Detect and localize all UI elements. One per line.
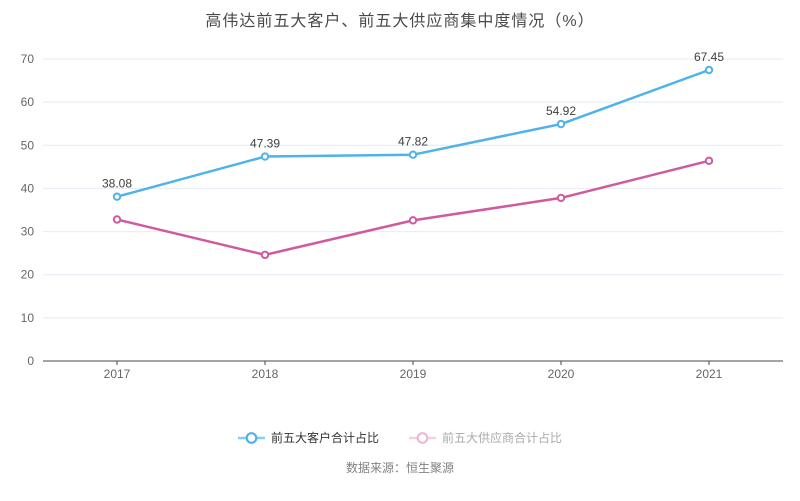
customer-line-marker-icon xyxy=(237,431,265,445)
grid-lines xyxy=(43,58,783,319)
svg-text:0: 0 xyxy=(27,354,34,368)
supplier-line-marker-icon xyxy=(409,431,436,445)
chart-legend: 前五大客户合计占比 前五大供应商合计占比 xyxy=(0,429,800,446)
svg-text:20: 20 xyxy=(21,268,35,282)
legend-label-customers: 前五大客户合计占比 xyxy=(270,431,379,445)
svg-text:10: 10 xyxy=(21,311,35,325)
svg-text:50: 50 xyxy=(21,138,35,152)
svg-text:47.82: 47.82 xyxy=(398,135,428,149)
svg-text:2021: 2021 xyxy=(696,367,723,381)
svg-text:30: 30 xyxy=(21,225,35,239)
svg-text:2020: 2020 xyxy=(548,367,575,381)
y-axis-labels: 0 10 20 30 40 50 60 70 xyxy=(21,52,35,368)
svg-text:38.08: 38.08 xyxy=(102,177,132,191)
x-axis xyxy=(43,360,783,365)
svg-text:47.39: 47.39 xyxy=(250,137,280,151)
line-chart-canvas: 0 10 20 30 40 50 60 70 2017 2018 2019 2020 2021 38.08… xyxy=(21,50,783,381)
series-suppliers xyxy=(112,156,714,260)
legend-item-customers[interactable]: 前五大客户合计占比 xyxy=(237,429,379,446)
x-axis-labels: 2017 2018 2019 2020 2021 xyxy=(104,367,723,381)
svg-text:2019: 2019 xyxy=(400,367,427,381)
legend-label-suppliers: 前五大供应商合计占比 xyxy=(442,431,563,445)
svg-text:54.92: 54.92 xyxy=(546,104,576,118)
svg-text:60: 60 xyxy=(21,95,35,109)
data-source-note: 数据来源：恒生聚源 xyxy=(345,461,454,475)
series-customers: 38.08 47.39 47.82 54.92 67.45 xyxy=(102,50,724,201)
svg-text:70: 70 xyxy=(21,52,35,66)
chart-title: 高伟达前五大客户、前五大供应商集中度情况（%） xyxy=(205,13,595,30)
legend-item-suppliers[interactable]: 前五大供应商合计占比 xyxy=(409,429,562,446)
svg-text:2017: 2017 xyxy=(104,367,131,381)
svg-text:40: 40 xyxy=(21,181,35,195)
svg-text:2018: 2018 xyxy=(252,367,279,381)
svg-text:67.45: 67.45 xyxy=(694,50,724,64)
